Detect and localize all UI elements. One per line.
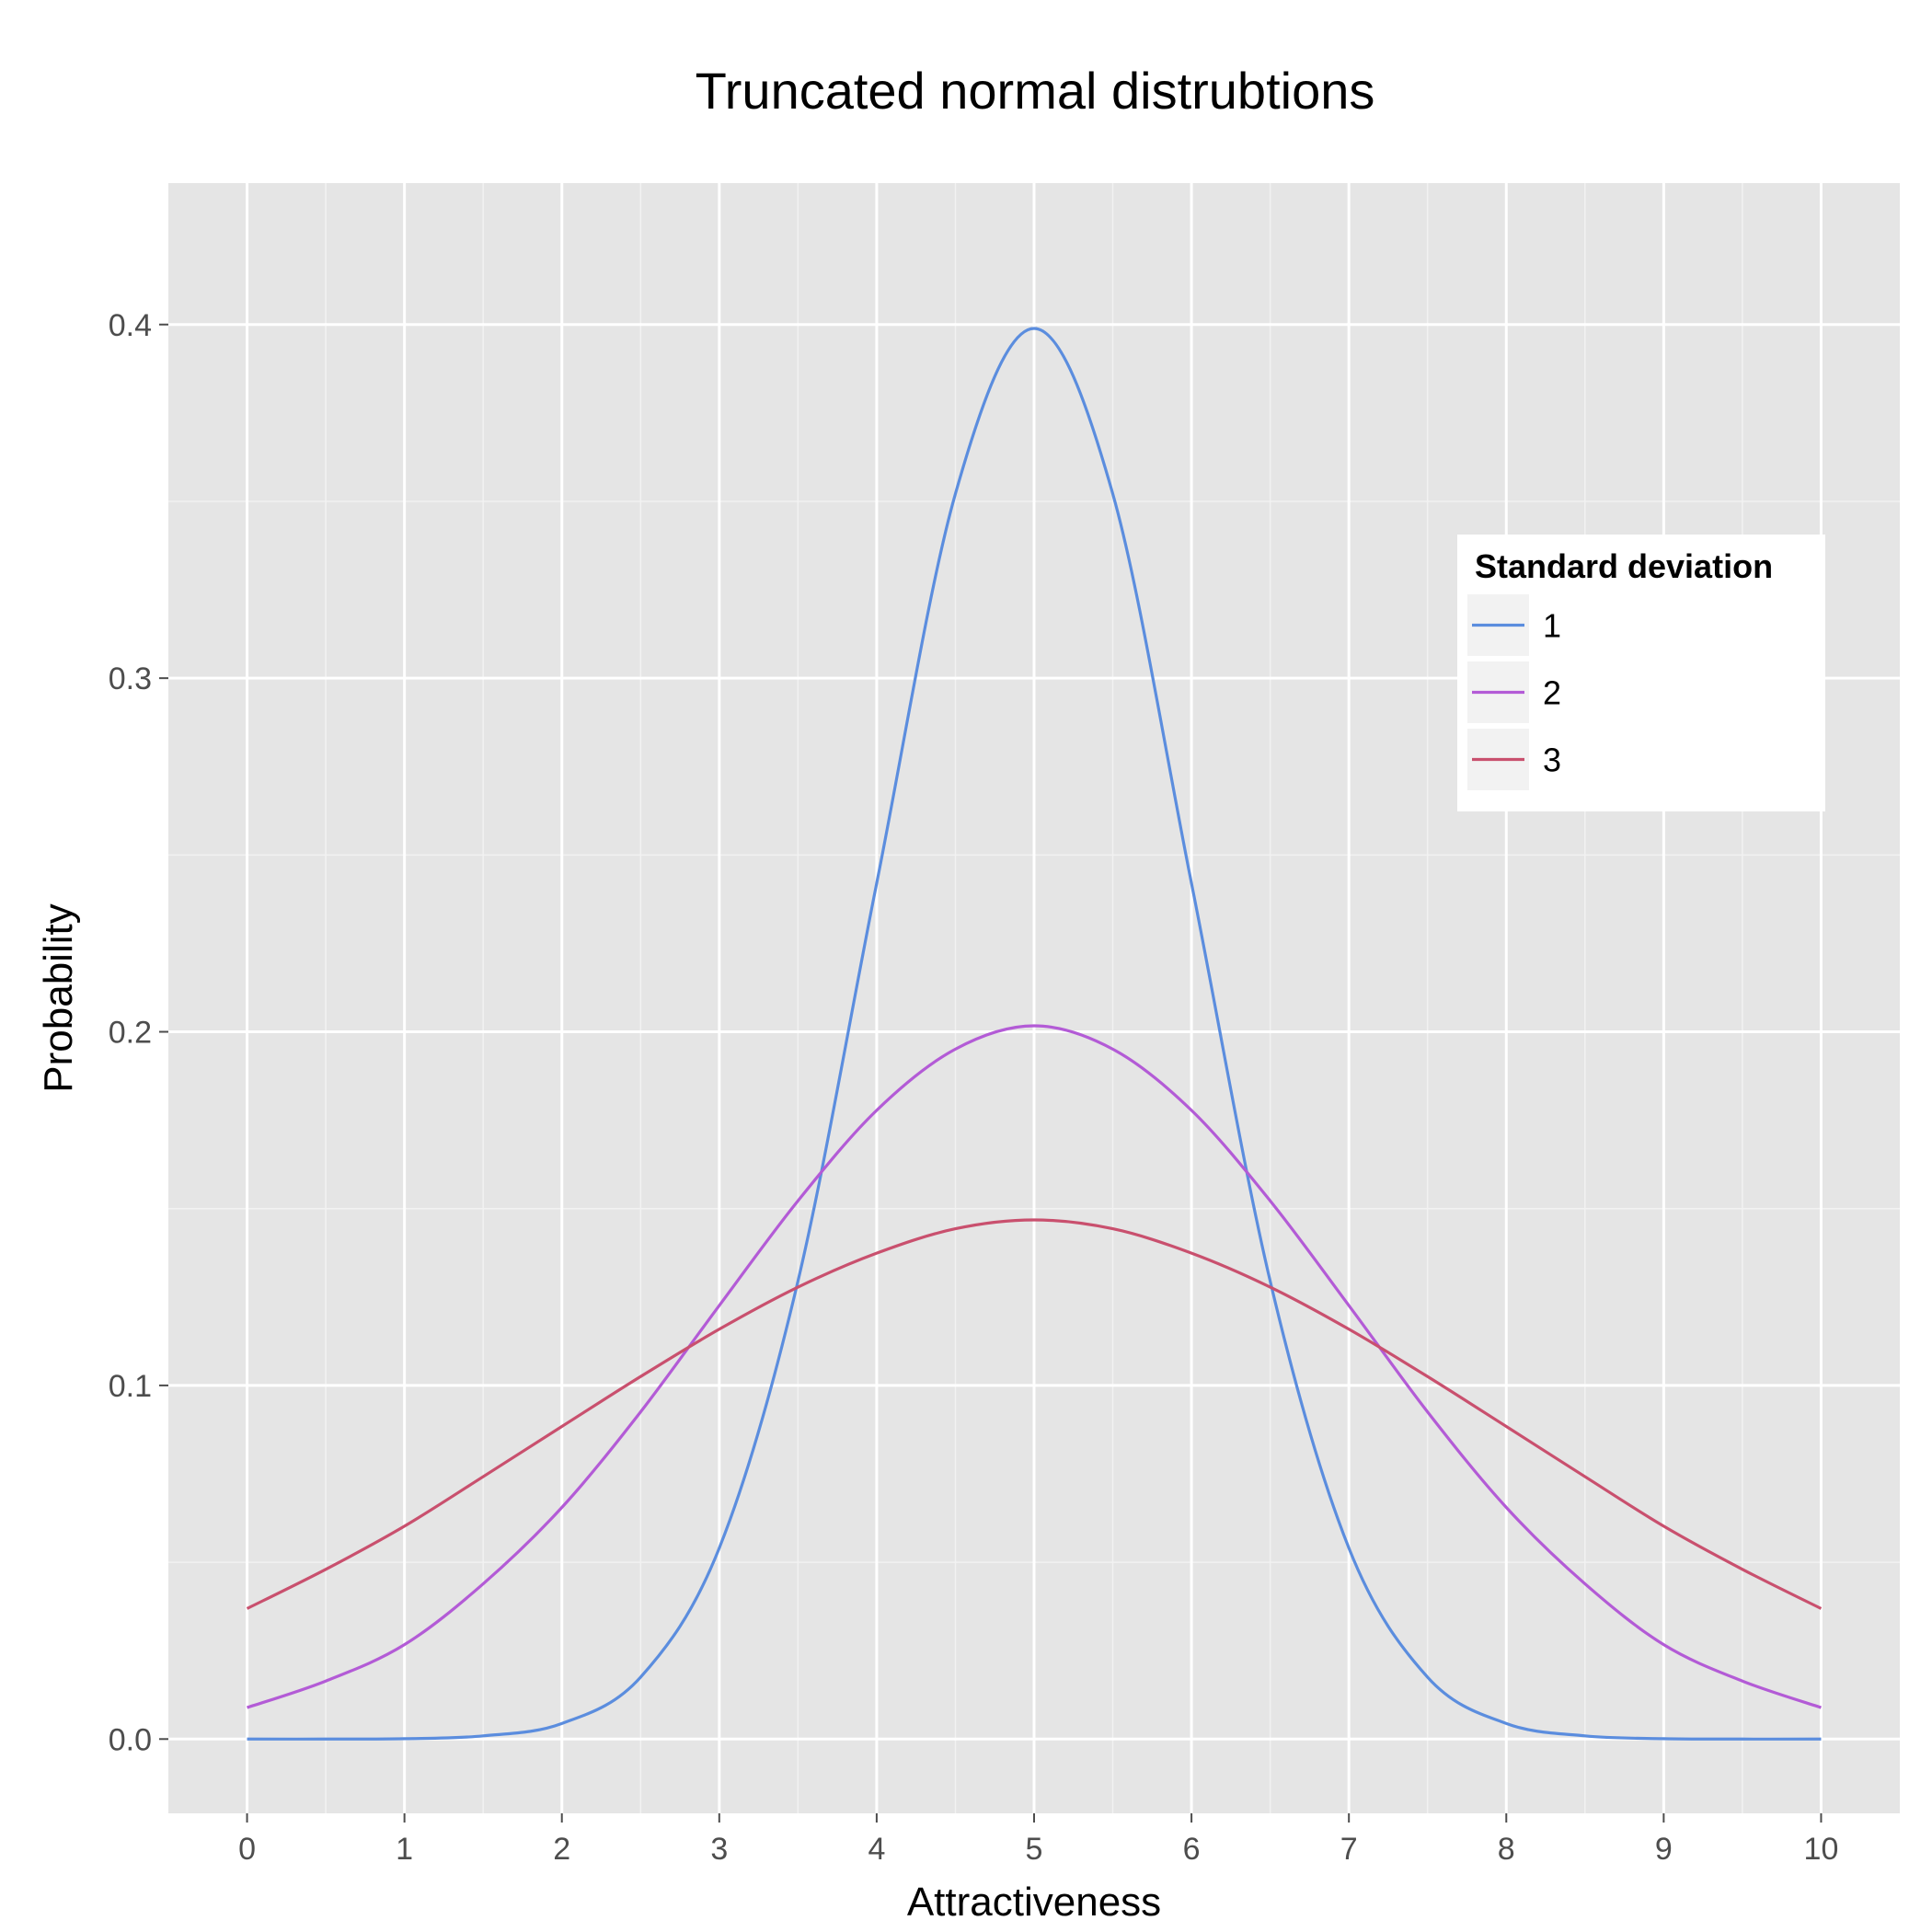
- x-axis-title: Attractiveness: [907, 1880, 1161, 1925]
- chart-title: Truncated normal distrubtions: [696, 62, 1375, 120]
- x-tick-label: 3: [710, 1832, 728, 1867]
- series-line-sd-1: [247, 327, 1822, 1741]
- x-tick-label: 2: [553, 1832, 570, 1867]
- legend-entries: 1 2 3: [1466, 592, 1561, 792]
- x-tick-label: 1: [396, 1832, 413, 1867]
- y-tick-label: 0.0: [109, 1722, 152, 1757]
- legend-label: 1: [1543, 607, 1561, 645]
- x-axis: 0 1 2 3 4 5 6 7 8 9 10: [238, 1813, 1838, 1867]
- legend: Standard deviation 1 2 3: [1457, 535, 1825, 811]
- x-tick-label: 5: [1026, 1832, 1043, 1867]
- major-gridlines: [168, 183, 1900, 1813]
- y-tick-label: 0.3: [109, 661, 152, 696]
- series-line-sd-3: [246, 1218, 1823, 1610]
- y-axis: 0.0 0.1 0.2 0.3 0.4: [109, 308, 168, 1757]
- y-axis-title: Probability: [36, 903, 81, 1092]
- x-tick-label: 8: [1498, 1832, 1515, 1867]
- series-line-sd-2: [247, 1024, 1822, 1709]
- y-tick-label: 0.2: [109, 1016, 152, 1051]
- legend-label: 2: [1543, 674, 1561, 712]
- series-lines: [246, 327, 1823, 1741]
- y-tick-label: 0.4: [109, 308, 152, 343]
- y-tick-label: 0.1: [109, 1369, 152, 1404]
- x-tick-label: 9: [1655, 1832, 1673, 1867]
- x-tick-label: 6: [1183, 1832, 1201, 1867]
- x-tick-label: 0: [238, 1832, 256, 1867]
- legend-label: 3: [1543, 742, 1561, 779]
- x-tick-label: 10: [1804, 1832, 1839, 1867]
- x-tick-label: 4: [868, 1832, 885, 1867]
- legend-title: Standard deviation: [1475, 547, 1773, 585]
- x-tick-label: 7: [1340, 1832, 1358, 1867]
